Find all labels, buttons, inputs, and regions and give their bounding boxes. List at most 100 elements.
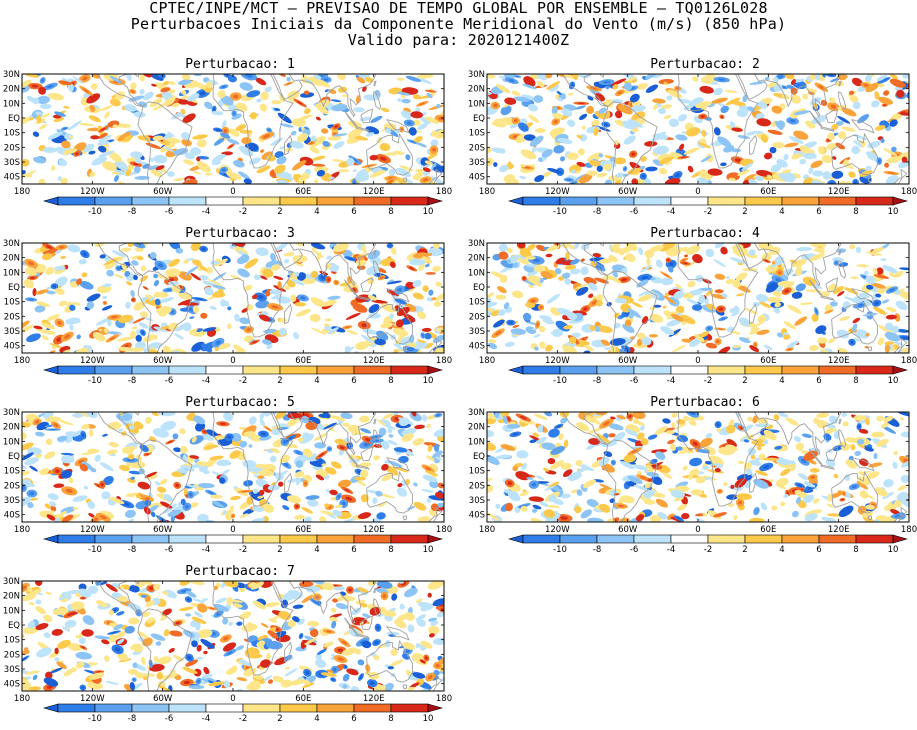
field-blob [878, 325, 893, 334]
field-blob-core [246, 328, 252, 332]
colorbar-box [242, 534, 281, 544]
field-blob-core [153, 666, 161, 670]
field-blob [598, 457, 610, 466]
field-blob [497, 286, 507, 294]
field-blob [871, 100, 880, 108]
field-blob [239, 611, 252, 620]
field-blob [376, 684, 387, 689]
field-blob [152, 428, 170, 438]
field-blob [880, 421, 890, 429]
field-blob [56, 661, 67, 669]
field-blob [424, 332, 432, 340]
field-blob-core [337, 648, 344, 652]
field-blob-core [332, 667, 337, 672]
field-blob [663, 81, 668, 85]
lon-tick-label: 120E [363, 694, 385, 704]
field-blob [324, 503, 331, 508]
coastlines [501, 412, 908, 522]
field-blob-core [232, 94, 239, 99]
field-blob [70, 667, 77, 673]
field-blob [811, 115, 828, 125]
field-blob [515, 471, 530, 481]
colorbar-box [596, 534, 635, 544]
field-blob [777, 122, 784, 130]
field-blob [102, 283, 112, 288]
field-blob [808, 344, 819, 352]
field-blob [596, 325, 613, 333]
field-blob-core [507, 481, 512, 486]
field-blob [882, 492, 894, 500]
lat-tick-label: EQ [473, 114, 485, 124]
field-blob [241, 308, 248, 313]
field-blob [220, 299, 227, 307]
colorbar-label: 2 [277, 376, 282, 386]
field-blob [211, 160, 221, 166]
coastline-path [373, 260, 382, 279]
field-blob [214, 347, 219, 352]
field-blob-core [388, 244, 392, 248]
coastline-path [373, 91, 382, 110]
field-blob-core [278, 659, 285, 663]
field-blob-core [865, 346, 868, 348]
field-blob [426, 423, 431, 429]
field-blob [586, 499, 599, 508]
field-blob [415, 107, 421, 113]
field-blob [551, 498, 564, 505]
field-blob-core [100, 147, 105, 151]
field-blob [205, 81, 213, 89]
field-blob [848, 171, 856, 178]
field-blob [342, 94, 348, 98]
field-blob [316, 99, 330, 110]
field-blob [271, 100, 282, 105]
field-blob [695, 476, 706, 484]
field-blob [264, 86, 272, 93]
field-blob [780, 468, 791, 476]
field-blob [793, 78, 805, 83]
field-blob [215, 258, 221, 262]
lat-tick-label: 20N [3, 423, 20, 433]
field-blob [185, 590, 197, 598]
coastline-path [428, 515, 438, 522]
field-blob-core [842, 508, 850, 514]
field-blob [335, 603, 348, 610]
field-blob-core [82, 76, 88, 81]
field-blob [316, 169, 326, 177]
field-blob-core [641, 174, 645, 178]
field-blob [164, 268, 181, 277]
field-blob [414, 424, 425, 430]
field-blob-core [428, 594, 431, 597]
colorbar-box [279, 703, 318, 713]
field-blob-core [62, 127, 67, 130]
field-blob [62, 514, 74, 522]
field-blob-core [237, 584, 243, 587]
field-blob [138, 322, 149, 329]
field-blob [72, 413, 84, 418]
field-blob-core [226, 651, 233, 655]
coastline-path [355, 295, 371, 301]
field-blob [43, 677, 59, 687]
field-blob [881, 299, 890, 304]
field-blob-core [132, 298, 135, 301]
field-blob [837, 347, 848, 353]
field-blob [698, 298, 705, 304]
field-blob [580, 266, 589, 276]
field-blob [774, 302, 781, 308]
field-blob [125, 492, 139, 497]
field-blob [27, 620, 36, 629]
field-blob [781, 169, 792, 174]
field-blob [600, 339, 611, 346]
lon-tick-label: 120E [363, 187, 385, 197]
field-blob-core [126, 458, 135, 462]
field-blob [180, 498, 186, 506]
field-blob-core [412, 412, 416, 415]
field-blob [229, 128, 240, 137]
colorbar-label: -10 [553, 207, 567, 217]
field-blob-core [320, 275, 325, 280]
field-blob [327, 295, 341, 300]
colorbar-label: -10 [553, 545, 567, 555]
field-blob [871, 283, 886, 289]
field-blob [839, 316, 851, 321]
field-blob [366, 265, 380, 276]
field-blob [522, 83, 537, 90]
field-blob-core [317, 117, 320, 120]
